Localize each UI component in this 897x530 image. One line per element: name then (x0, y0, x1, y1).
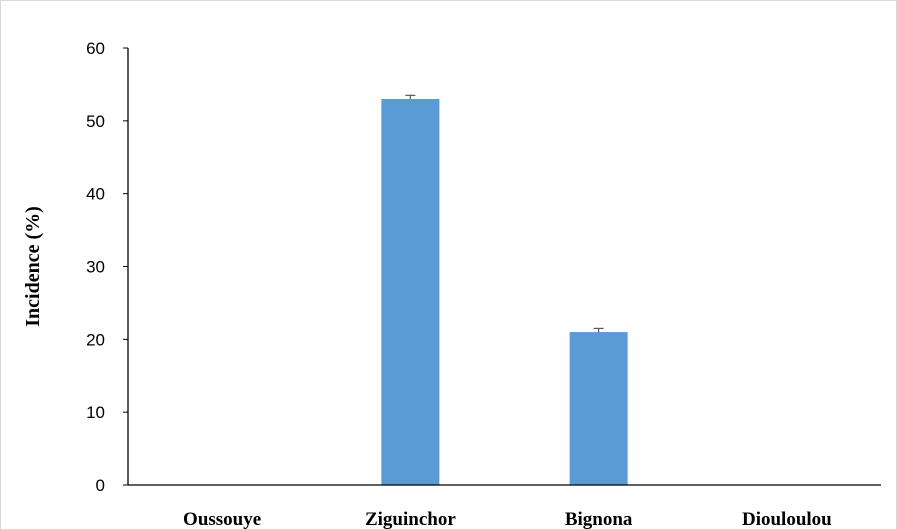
category-label-diouloulou: Diouloulou (742, 509, 832, 529)
y-tick-label-4: 40 (86, 185, 105, 204)
category-label-oussouye: Oussouye (183, 509, 261, 529)
category-label-ziguinchor: Ziguinchor (365, 509, 456, 529)
y-tick-label-0: 0 (96, 476, 105, 495)
y-tick-label-5: 50 (86, 112, 105, 131)
y-axis-title: Incidence (%) (22, 206, 44, 327)
bar-bignona (569, 332, 628, 485)
ticks-layer: 0 10 20 30 40 50 60 (86, 39, 128, 495)
category-label-bignona: Bignona (565, 509, 633, 529)
y-tick-label-6: 60 (86, 39, 105, 58)
y-tick-label-3: 30 (86, 258, 105, 277)
bar-ziguinchor (381, 98, 440, 485)
y-tick-label-2: 20 (86, 330, 105, 349)
error-bar-bignona (593, 327, 604, 333)
bars-layer (381, 94, 628, 485)
y-tick-label-1: 10 (86, 403, 105, 422)
category-labels: Oussouye Ziguinchor Bignona Diouloulou (183, 509, 832, 529)
error-bar-ziguinchor (405, 94, 416, 99)
